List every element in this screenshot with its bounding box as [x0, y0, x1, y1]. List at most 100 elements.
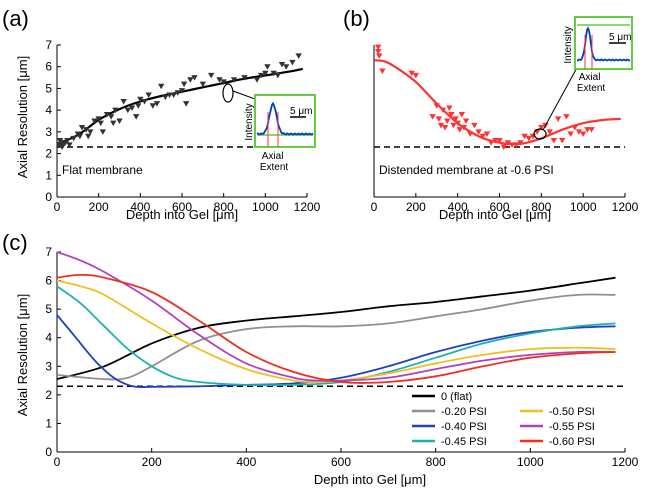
legend-label: -0.60 PSI	[549, 436, 595, 448]
panel-a-data-point	[216, 77, 223, 83]
panel-a-inset-x-label: Axial Extent	[260, 151, 289, 173]
panel-c-y-tick-label: 2	[45, 388, 52, 402]
panel-a-data-point	[174, 90, 182, 96]
panel-b-annotation: Distended membrane at -0.6 PSI	[379, 163, 554, 177]
panel-a-data-point	[103, 111, 111, 118]
panel-b-inset-x-label-line2: Extent	[577, 83, 606, 94]
panel-b-data-point	[483, 131, 491, 138]
panel-b-data-point	[374, 49, 382, 55]
panel-b-data-point	[467, 131, 474, 138]
panel-b-data-point	[559, 138, 566, 144]
panel-a-y-tick-label: 6	[45, 60, 52, 74]
panel-a-y-axis-title: Axial Resolution [μm]	[15, 56, 30, 178]
panel-b-data-point	[450, 122, 457, 129]
panel-a-data-point	[170, 92, 177, 98]
panel-a-data-point	[145, 92, 152, 98]
panel-a-y-tick-label: 3	[45, 125, 52, 139]
panel-a-data-point	[162, 94, 169, 101]
panel-a-data-point	[257, 72, 265, 79]
panel-b-data-point	[452, 116, 459, 122]
panel-b-data-point	[460, 125, 468, 131]
panel-c-x-tick-label: 0	[54, 455, 61, 469]
panel-a-y-tick-label: 7	[45, 38, 52, 52]
panel-c-series-line	[56, 293, 616, 381]
panel-b-x-tick-label: 1200	[612, 200, 639, 214]
panel-b-x-tick-label: 400	[448, 200, 468, 214]
panel-a-data-point	[97, 120, 104, 127]
panel-c-series-line	[56, 276, 616, 380]
panel-a-data-point	[178, 88, 186, 94]
panel-b-data-point	[584, 127, 591, 133]
legend-label: -0.50 PSI	[549, 406, 595, 418]
panel-b-data-point	[412, 72, 420, 79]
panel-a-x-tick-label: 400	[130, 200, 150, 214]
legend-label: -0.55 PSI	[549, 421, 595, 433]
panel-a-data-point	[87, 129, 94, 135]
panel-a-data-point	[253, 77, 261, 83]
panel-b-inset: 5 μm Intensity Axial Extent	[563, 16, 633, 94]
panel-b-data-point	[492, 138, 499, 144]
panel-c-y-tick-label: 6	[45, 274, 52, 288]
panel-a-data-point	[137, 96, 144, 103]
panel-c-y-tick-label: 7	[45, 245, 52, 259]
panel-a-x-tick-label: 1000	[252, 200, 279, 214]
panel-b-x-tick-label: 1000	[570, 200, 597, 214]
panel-b-x-tick-label: 200	[406, 200, 426, 214]
panel-a-data-point	[289, 59, 296, 66]
panel-a-x-tick-label: 200	[89, 200, 109, 214]
panel-a-plot-area: 0 200 400 600 800 1000 1200 0 1 2 3 4 5 6 7	[45, 38, 320, 214]
legend-label: -0.20 PSI	[441, 406, 487, 418]
panel-a-y-tick-label: 5	[45, 81, 52, 95]
panel-a-data-point	[110, 120, 117, 127]
panel-a: (a) 0 200 400 600 800 1000 1200 0 1 2 3 4 5 6 7 Depth …	[2, 6, 321, 222]
panel-a-data-point	[120, 98, 127, 105]
panel-b-data-point	[433, 103, 440, 109]
panel-c-x-tick-label: 800	[426, 455, 446, 469]
panel-a-x-tick-label: 600	[172, 200, 192, 214]
panel-b-plot-area: 0 200 400 600 800 1000 1200	[371, 44, 639, 214]
panel-b-data-point	[538, 125, 545, 131]
panel-c-y-axis-title: Axial Resolution [μm]	[15, 294, 30, 416]
panel-b-data-point	[454, 120, 461, 127]
panel-a-inset: 5 μm Intensity Axial Extent	[244, 94, 316, 173]
panel-a-letter: (a)	[2, 6, 29, 31]
panel-a-x-tick-label: 0	[54, 200, 61, 214]
panel-b-data-point	[550, 138, 558, 144]
panel-c-y-tick-label: 4	[45, 331, 52, 345]
panel-a-data-point	[132, 114, 140, 120]
panel-c-legend: 0 (flat) -0.20 PSI -0.50 PSI -0.40 PSI -0.55…	[412, 391, 595, 448]
panel-b-data-point	[579, 131, 587, 138]
panel-c-series-line	[56, 251, 616, 382]
panel-b-data-point	[441, 125, 449, 131]
panel-a-inset-frame	[254, 94, 316, 148]
panel-a-data-point	[91, 118, 98, 124]
panel-a-inset-x-label-line2: Extent	[260, 162, 289, 173]
panel-a-y-tick-label: 4	[45, 103, 52, 117]
panel-b-data-point	[588, 127, 595, 133]
panel-a-data-point	[220, 79, 227, 85]
panel-a-data-point	[199, 81, 207, 88]
panel-a-inset-x-label-line1: Axial	[262, 151, 284, 162]
panel-a-x-tick-label: 1200	[294, 200, 321, 214]
panel-b-data-point	[437, 122, 445, 129]
panel-b-data-point	[508, 142, 516, 148]
panel-b-data-point	[379, 68, 386, 75]
panel-a-data-point	[64, 138, 71, 144]
panel-b-data-point	[487, 140, 495, 146]
panel-b-data-point	[517, 140, 524, 146]
panel-a-data-point	[85, 133, 92, 140]
panel-b-data-point	[563, 114, 570, 120]
panel-a-data-point	[107, 114, 115, 120]
panel-a-inset-profile	[256, 101, 314, 136]
panel-b-inset-scale-label: 5 μm	[609, 32, 631, 43]
panel-b-data-point	[439, 107, 447, 114]
panel-b-data-point	[448, 111, 455, 118]
panel-a-y-tick-label: 2	[45, 147, 52, 161]
panel-b-data-point	[435, 116, 443, 122]
panel-b-data-point	[554, 116, 562, 122]
panel-b-x-tick-label: 800	[531, 200, 551, 214]
panel-b-data-point	[429, 114, 436, 120]
panel-c-series-line	[56, 285, 616, 387]
panel-a-inset-y-label: Intensity	[244, 103, 255, 140]
